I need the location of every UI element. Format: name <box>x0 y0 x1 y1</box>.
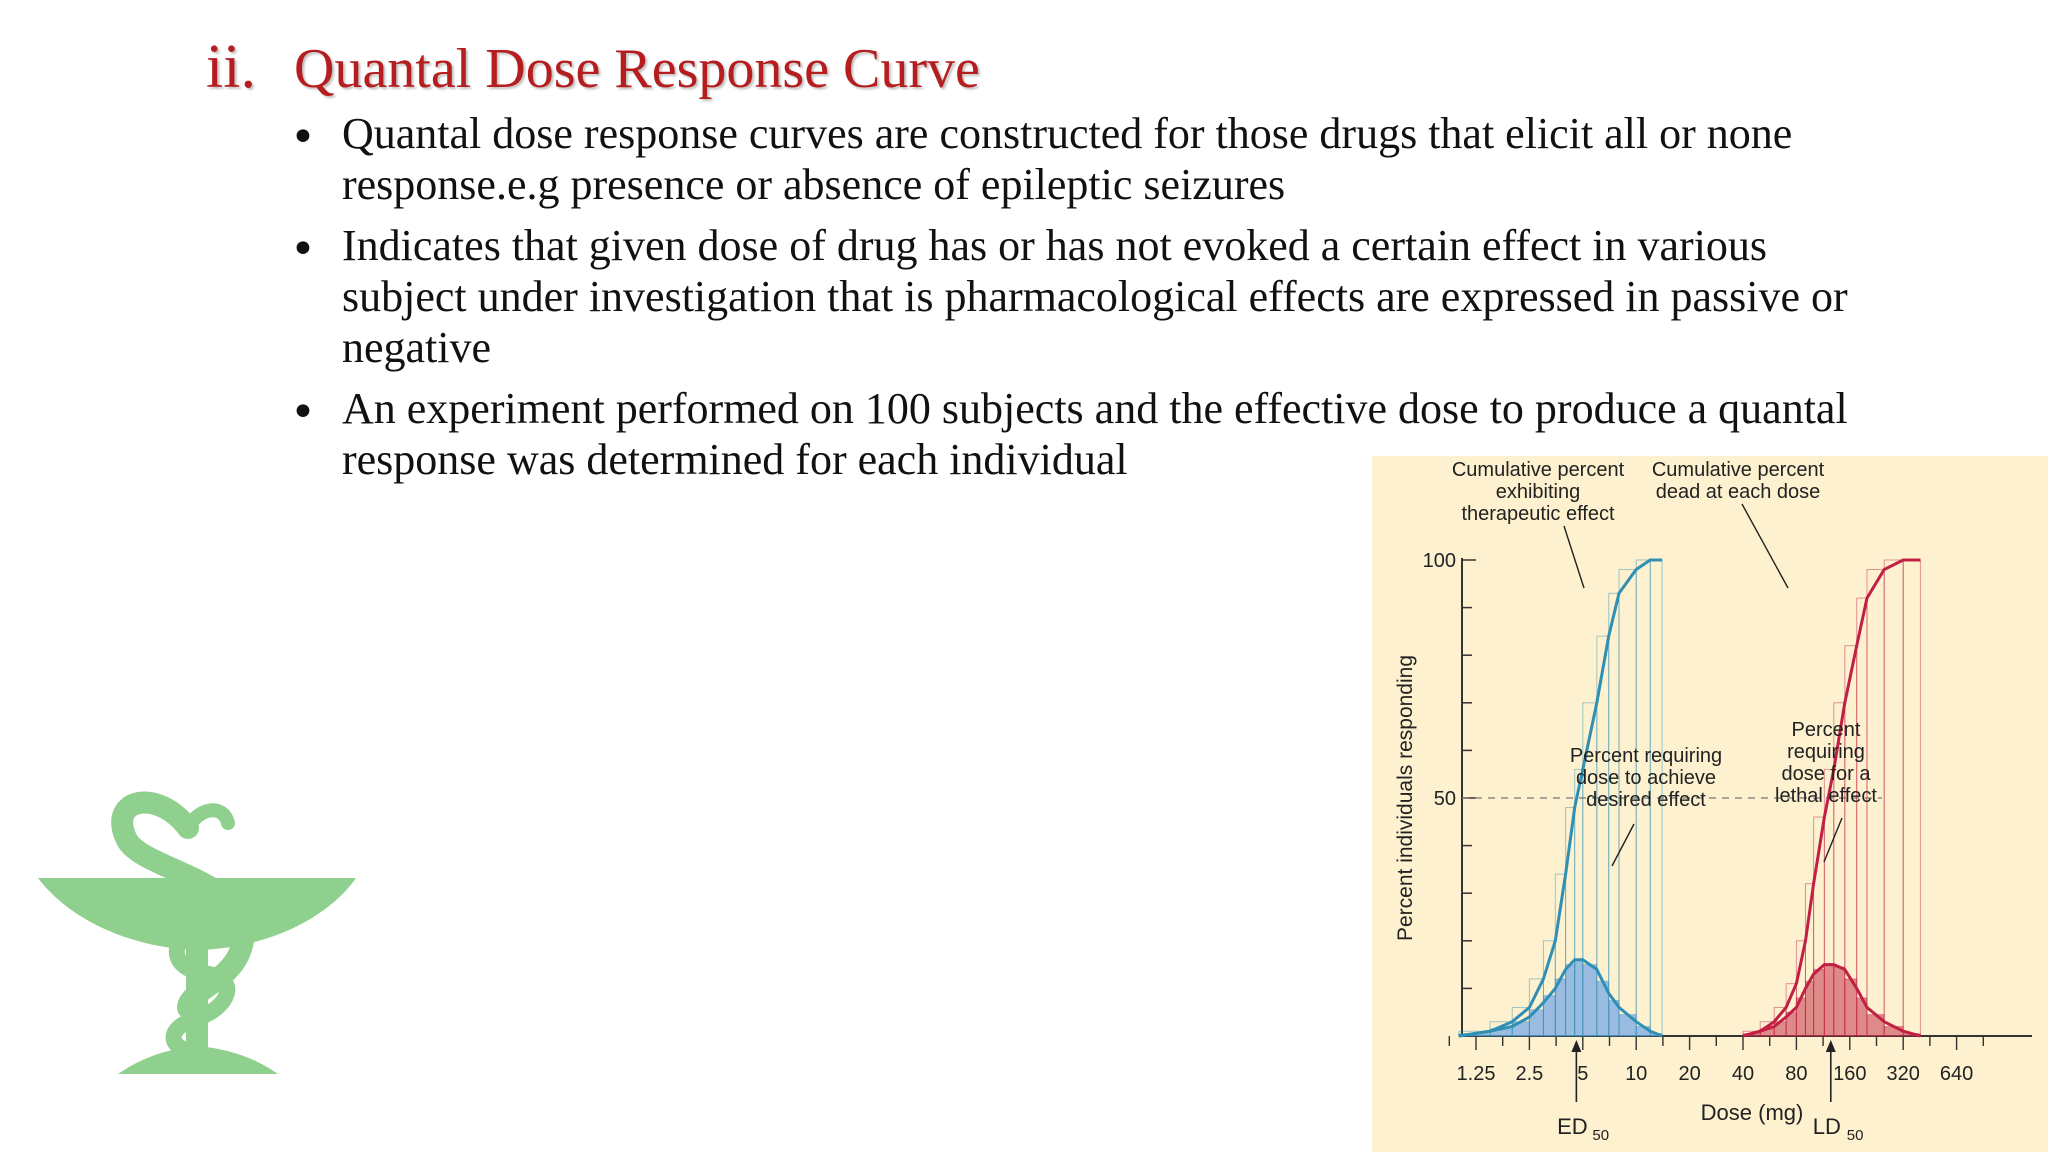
bullet-dot-icon: • <box>290 387 316 438</box>
bullet-dot-icon: • <box>290 224 316 275</box>
lethal-cumulative-curve <box>1742 558 1921 1038</box>
lethal-cumulative-step <box>1804 883 1815 1037</box>
x-tick-label: 160 <box>1833 1063 1866 1085</box>
ed50-arrowhead <box>1571 1040 1582 1052</box>
lethal-cumulative-step <box>1902 559 1921 1037</box>
y-tick-label: 100 <box>1423 550 1456 572</box>
annotation-cumulative-therapeutic: exhibiting <box>1496 481 1581 503</box>
bullet-line: negative <box>342 323 492 372</box>
therapeutic-cumulative-step <box>1489 1021 1513 1037</box>
pointer-line <box>1611 823 1635 867</box>
therapeutic-cumulative-step <box>1582 702 1598 1037</box>
lethal-cumulative-step <box>1833 702 1846 1037</box>
bullet-item: • Indicates that given dose of drug has … <box>282 220 1982 373</box>
ld50-arrowhead <box>1825 1040 1836 1052</box>
x-axis-label: Dose (mg) <box>1701 1100 1804 1125</box>
therapeutic-cumulative-step <box>1574 768 1584 1037</box>
bullet-line: Quantal dose response curves are constru… <box>342 109 1793 158</box>
pointer-line <box>1563 525 1585 589</box>
bullet-line: Indicates that given dose of drug has or… <box>342 221 1768 270</box>
annotation-cumulative-lethal: dead at each dose <box>1656 481 1821 503</box>
bullet-line: response was determined for each individ… <box>342 435 1128 484</box>
lethal-frequency-bar <box>1813 968 1825 1037</box>
therapeutic-cumulative-step <box>1458 1030 1491 1037</box>
annotation-frequency-lethal: requiring <box>1787 741 1865 763</box>
therapeutic-cumulative-step <box>1635 559 1651 1037</box>
ld50-label: LD <box>1813 1114 1841 1139</box>
lethal-cumulative-step <box>1866 569 1885 1037</box>
bullet-line: An experiment performed on 100 subjects … <box>342 384 1848 433</box>
lethal-frequency-curve <box>1742 963 1921 1038</box>
bullet-item: • Quantal dose response curves are const… <box>282 108 1982 210</box>
x-tick-label: 640 <box>1940 1063 1973 1085</box>
annotation-cumulative-therapeutic: therapeutic effect <box>1461 503 1615 525</box>
lethal-cumulative-step <box>1813 816 1825 1037</box>
ld50-subscript: 50 <box>1847 1127 1864 1144</box>
therapeutic-frequency-curve <box>1458 958 1663 1038</box>
chart-svg: 100 50 Percent individuals responding 1.25 2… <box>1394 459 2032 1144</box>
bullet-line: subject under investigation that is phar… <box>342 272 1848 321</box>
title-text: Quantal Dose Response Curve <box>294 38 980 100</box>
y-axis-label: Percent individuals responding <box>1394 655 1417 941</box>
lethal-cumulative-step <box>1883 559 1904 1037</box>
therapeutic-cumulative-step <box>1554 873 1567 1037</box>
therapeutic-frequency-bar <box>1574 959 1584 1037</box>
x-tick-label: 5 <box>1577 1063 1588 1085</box>
pointer-line <box>1741 503 1789 589</box>
x-tick-label: 80 <box>1785 1063 1807 1085</box>
bullet-item: • An experiment performed on 100 subject… <box>282 383 1982 485</box>
bullet-list: • Quantal dose response curves are const… <box>282 108 1982 495</box>
therapeutic-cumulative-curve <box>1458 558 1663 1038</box>
x-tick-label: 40 <box>1732 1063 1754 1085</box>
annotation-cumulative-therapeutic: Cumulative percent <box>1452 459 1625 481</box>
lethal-cumulative-step <box>1785 983 1797 1037</box>
annotation-frequency-therapeutic: Percent requiring <box>1570 745 1722 767</box>
lethal-cumulative-step <box>1856 597 1868 1037</box>
x-tick-label: 20 <box>1678 1063 1700 1085</box>
lethal-frequency-bar <box>1804 980 1815 1037</box>
x-tick-label: 320 <box>1887 1063 1920 1085</box>
y-tick-label: 50 <box>1434 788 1456 810</box>
pharmacy-bowl-of-hygieia-icon <box>38 791 356 1074</box>
pointer-line <box>1823 817 1843 863</box>
slide-title: ii. Quantal Dose Response Curve <box>206 32 980 104</box>
bullet-line: response.e.g presence or absence of epil… <box>342 160 1286 209</box>
ed50-subscript: 50 <box>1592 1127 1609 1144</box>
therapeutic-cumulative-step <box>1565 807 1576 1037</box>
lethal-frequency-bar <box>1823 964 1835 1037</box>
x-tick-label: 10 <box>1625 1063 1647 1085</box>
ed50-label: ED <box>1557 1114 1588 1139</box>
lethal-cumulative-step <box>1844 645 1858 1037</box>
lethal-cumulative-step <box>1823 768 1835 1037</box>
annotation-frequency-therapeutic: desired effect <box>1586 789 1706 811</box>
x-tick-label: 2.5 <box>1515 1063 1543 1085</box>
therapeutic-frequency-bar <box>1582 964 1598 1037</box>
bullet-dot-icon: • <box>290 112 316 163</box>
lethal-frequency-bar <box>1833 966 1846 1037</box>
quantal-dose-response-chart: 100 50 Percent individuals responding 1.25 2… <box>1372 456 2048 1152</box>
therapeutic-cumulative-step <box>1596 635 1610 1037</box>
lethal-cumulative-step <box>1759 1021 1775 1037</box>
lethal-cumulative-step <box>1742 1030 1761 1037</box>
annotation-cumulative-lethal: Cumulative percent <box>1652 459 1825 481</box>
x-tick-label: 1.25 <box>1457 1063 1496 1085</box>
annotation-frequency-lethal: Percent <box>1792 719 1861 741</box>
therapeutic-frequency-bar <box>1565 964 1576 1037</box>
therapeutic-cumulative-step <box>1608 592 1620 1037</box>
therapeutic-cumulative-step <box>1618 569 1637 1037</box>
title-number: ii. <box>206 33 256 101</box>
annotation-frequency-lethal: dose for a <box>1782 763 1872 785</box>
annotation-frequency-lethal: lethal effect <box>1775 785 1877 807</box>
annotation-frequency-therapeutic: dose to achieve <box>1576 767 1716 789</box>
